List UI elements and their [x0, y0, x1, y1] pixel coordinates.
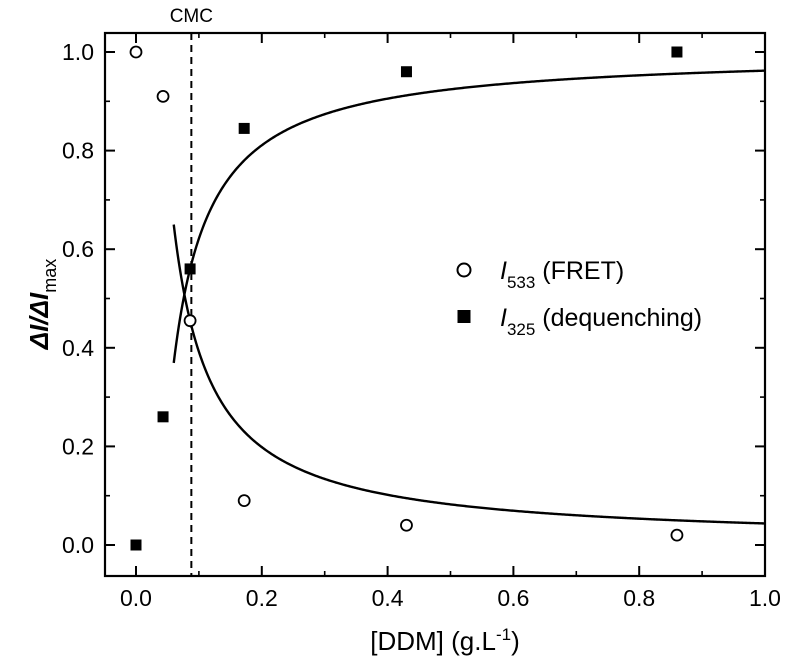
- point-dequenching: [184, 263, 196, 275]
- y-tick-label: 1.0: [62, 39, 94, 65]
- point-fret: [156, 89, 170, 103]
- point-dequenching: [130, 539, 142, 551]
- plot-frame: [103, 31, 767, 578]
- axis-ticks: [105, 33, 766, 576]
- data-points: [129, 45, 684, 551]
- point-dequenching: [400, 66, 412, 78]
- y-tick-label: 0.2: [62, 433, 94, 459]
- cmc-label: CMC: [170, 6, 213, 27]
- legend: I533 (FRET) I325 (dequenching): [456, 257, 702, 339]
- point-fret: [670, 528, 684, 542]
- legend-entry-dequenching: I325 (dequenching): [500, 304, 702, 339]
- point-fret: [129, 45, 143, 59]
- point-dequenching: [238, 122, 250, 134]
- fit-curves: [172, 69, 766, 525]
- point-dequenching: [157, 411, 169, 423]
- y-tick-label: 0.8: [62, 138, 94, 164]
- fit-curve-fret: [172, 224, 766, 525]
- point-dequenching: [671, 46, 683, 58]
- point-fret: [237, 494, 251, 508]
- x-tick-label: 1.0: [749, 585, 781, 611]
- y-tick-label: 0.4: [62, 335, 94, 361]
- x-axis-label: [DDM] (g.L-1): [370, 625, 519, 656]
- legend-marker-square: [457, 310, 471, 323]
- x-tick-label: 0.4: [372, 585, 404, 611]
- point-fret: [183, 314, 197, 328]
- y-axis-label: ΔI/ΔImax: [24, 259, 60, 351]
- x-tick-labels: 0.0 0.2 0.4 0.6 0.8 1.0: [120, 585, 781, 611]
- x-tick-label: 0.2: [246, 585, 278, 611]
- fit-curve-dequenching: [172, 69, 766, 364]
- cmc-marker: CMC: [170, 6, 213, 576]
- x-tick-label: 0.6: [497, 585, 529, 611]
- x-tick-label: 0.8: [623, 585, 655, 611]
- y-tick-label: 0.6: [62, 236, 94, 262]
- y-tick-labels: 0.0 0.2 0.4 0.6 0.8 1.0: [62, 39, 94, 558]
- y-tick-label: 0.0: [62, 532, 94, 558]
- x-tick-label: 0.0: [120, 585, 152, 611]
- legend-entry-fret: I533 (FRET): [500, 257, 624, 292]
- legend-marker-circle: [456, 262, 472, 278]
- point-fret: [400, 518, 413, 532]
